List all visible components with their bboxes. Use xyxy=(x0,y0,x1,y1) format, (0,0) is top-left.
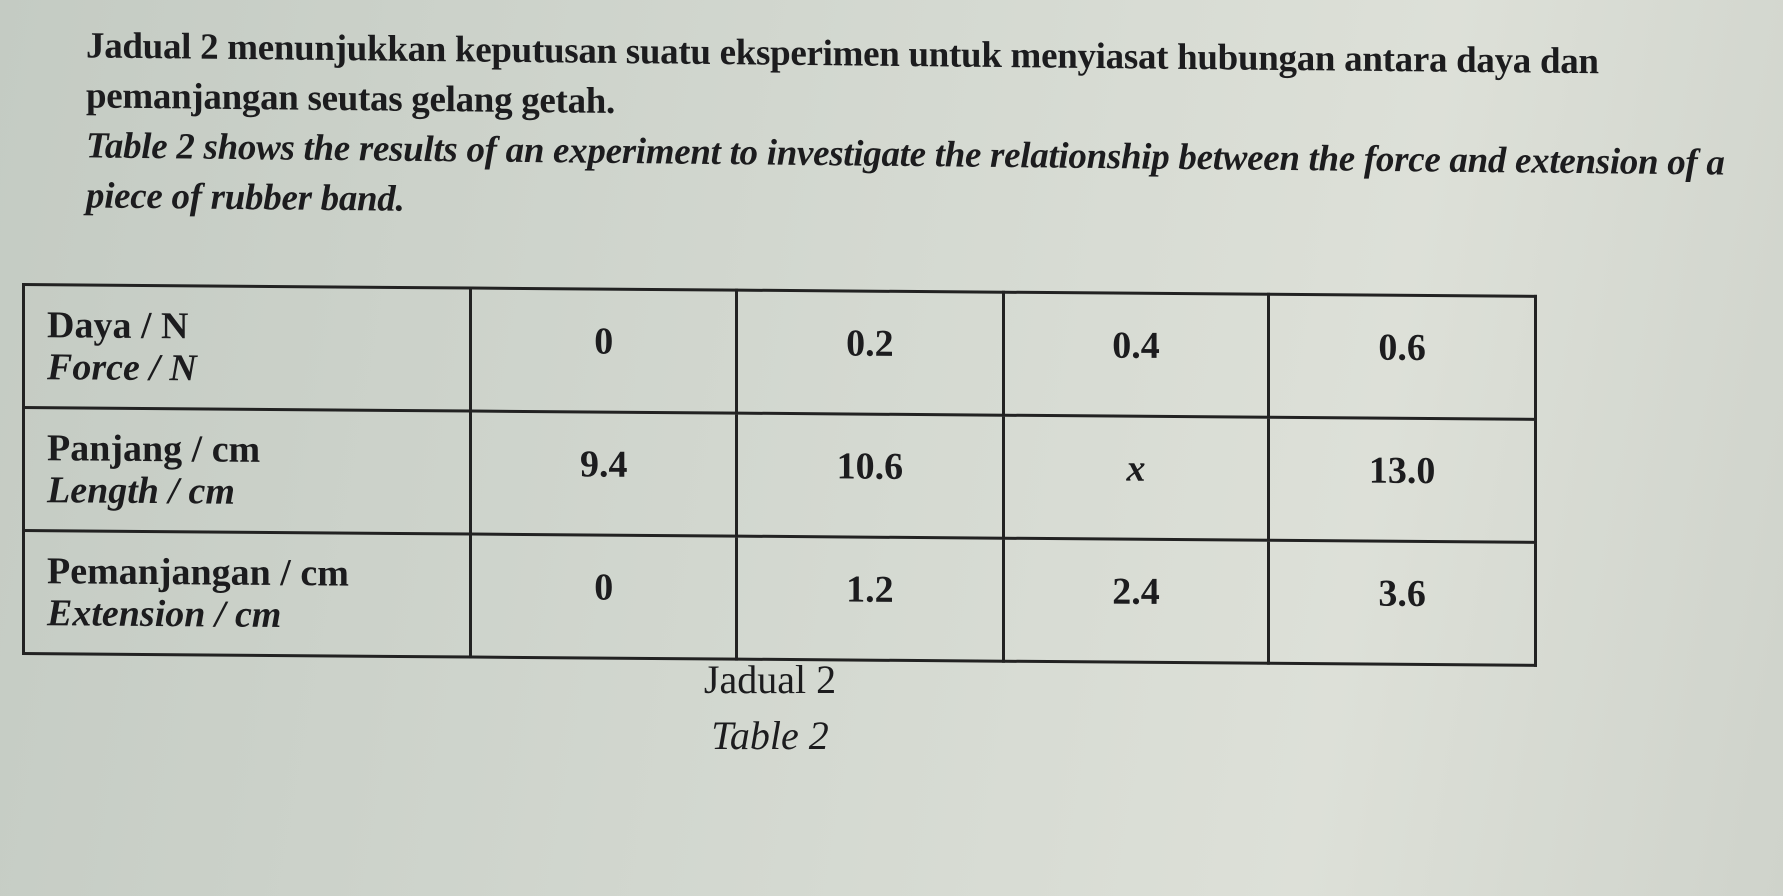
table-cell: x xyxy=(1003,415,1269,541)
table-cell: 0.6 xyxy=(1268,294,1536,420)
table-cell: 2.4 xyxy=(1003,538,1269,664)
results-table: Daya / N Force / N 0 0.2 0.4 0.6 Panjang / cm L… xyxy=(22,283,1537,667)
label-malay: Panjang / cm xyxy=(47,427,261,471)
label-malay: Pemanjangan / cm xyxy=(47,550,349,595)
row-header: Pemanjangan / cm Extension / cm xyxy=(23,530,471,658)
intro-english: Table 2 shows the results of an experime… xyxy=(86,125,1725,220)
table-cell: 10.6 xyxy=(736,413,1004,539)
label-malay: Daya / N xyxy=(47,304,189,348)
question-text: Jadual 2 menunjukkan keputusan suatu eks… xyxy=(86,21,1726,238)
caption-malay: Jadual 2 xyxy=(703,657,837,702)
label-english: Extension / cm xyxy=(47,592,282,637)
label-english: Force / N xyxy=(47,346,197,390)
table-cell: 0.4 xyxy=(1003,292,1269,418)
table-cell: 1.2 xyxy=(736,536,1004,662)
table-row: Panjang / cm Length / cm 9.4 10.6 x 13.0 xyxy=(23,407,1536,543)
label-english: Length / cm xyxy=(47,469,235,513)
table-cell: 13.0 xyxy=(1268,417,1536,543)
table-row: Pemanjangan / cm Extension / cm 0 1.2 2.4 3.6 xyxy=(23,530,1536,666)
table-row: Daya / N Force / N 0 0.2 0.4 0.6 xyxy=(23,284,1536,420)
row-header: Daya / N Force / N xyxy=(23,284,471,412)
row-header: Panjang / cm Length / cm xyxy=(23,407,471,535)
table-cell: 9.4 xyxy=(470,411,737,537)
caption-english: Table 2 xyxy=(711,713,829,758)
intro-malay: Jadual 2 menunjukkan keputusan suatu eks… xyxy=(86,25,1599,122)
table-cell: 0.2 xyxy=(736,290,1004,416)
table-cell: 3.6 xyxy=(1268,540,1536,666)
table-cell: 0 xyxy=(470,288,737,414)
table-cell: 0 xyxy=(470,534,737,660)
